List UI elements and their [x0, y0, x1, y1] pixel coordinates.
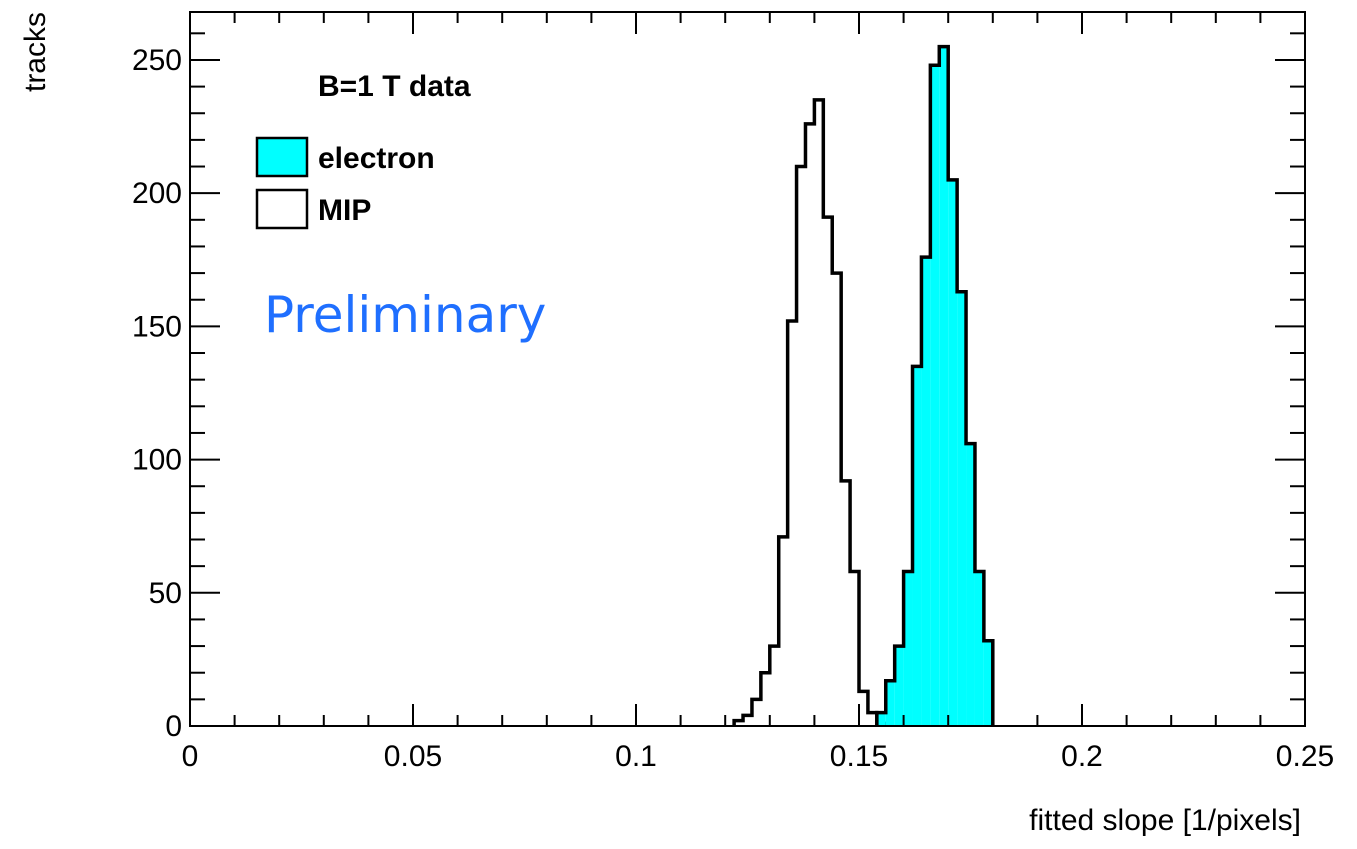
legend-label-mip: MIP: [318, 194, 371, 227]
y-tick-label: 150: [132, 310, 182, 343]
mip-bin: [823, 217, 832, 726]
x-tick-label: 0.2: [1061, 740, 1103, 773]
electron-bin: [957, 291, 967, 726]
electron-bin: [939, 46, 949, 726]
y-tick-label: 100: [132, 444, 182, 477]
electron-bin: [885, 680, 895, 726]
x-tick-label: 0.25: [1276, 740, 1334, 773]
electron-bin: [876, 712, 886, 726]
electron-bin: [983, 640, 993, 726]
electron-bin: [974, 571, 984, 726]
legend-swatch-electron: [255, 136, 309, 178]
x-tick-label: 0: [182, 740, 199, 773]
y-tick-label: 50: [149, 577, 182, 610]
plot-area: 0 0.05 0.1 0.15 0.2 0.25 0 50 100 150 200 250: [132, 11, 1334, 773]
electron-bin: [912, 366, 922, 726]
plot-frame: [189, 11, 1306, 727]
y-axis-title: tracks: [19, 12, 52, 92]
y-tick-label: 200: [132, 177, 182, 210]
legend: B=1 T data electron MIP: [255, 70, 471, 230]
ticks-layer: 0 0.05 0.1 0.15 0.2 0.25 0 50 100 150 200 250: [132, 12, 1334, 773]
legend-label-electron: electron: [318, 142, 435, 175]
electron-bin: [903, 571, 913, 726]
legend-swatch-mip: [255, 188, 309, 230]
histogram-layer: [732, 44, 995, 727]
mip-bin: [805, 124, 814, 726]
x-axis-title: fitted slope [1/pixels]: [1029, 804, 1301, 837]
y-tick-label: 250: [132, 44, 182, 77]
electron-bin: [894, 646, 904, 726]
preliminary-annotation: Preliminary: [264, 286, 546, 344]
y-tick-label: 0: [165, 710, 182, 743]
mip-outline: [732, 98, 888, 726]
legend-title: B=1 T data: [318, 70, 471, 103]
electron-outline: [875, 44, 995, 726]
electron-bin: [921, 257, 931, 726]
electron-bin: [948, 179, 958, 727]
x-tick-label: 0.1: [615, 740, 657, 773]
electron-bin: [930, 65, 940, 727]
x-tick-label: 0.15: [830, 740, 888, 773]
x-tick-label: 0.05: [384, 740, 442, 773]
electron-bin: [966, 443, 975, 726]
